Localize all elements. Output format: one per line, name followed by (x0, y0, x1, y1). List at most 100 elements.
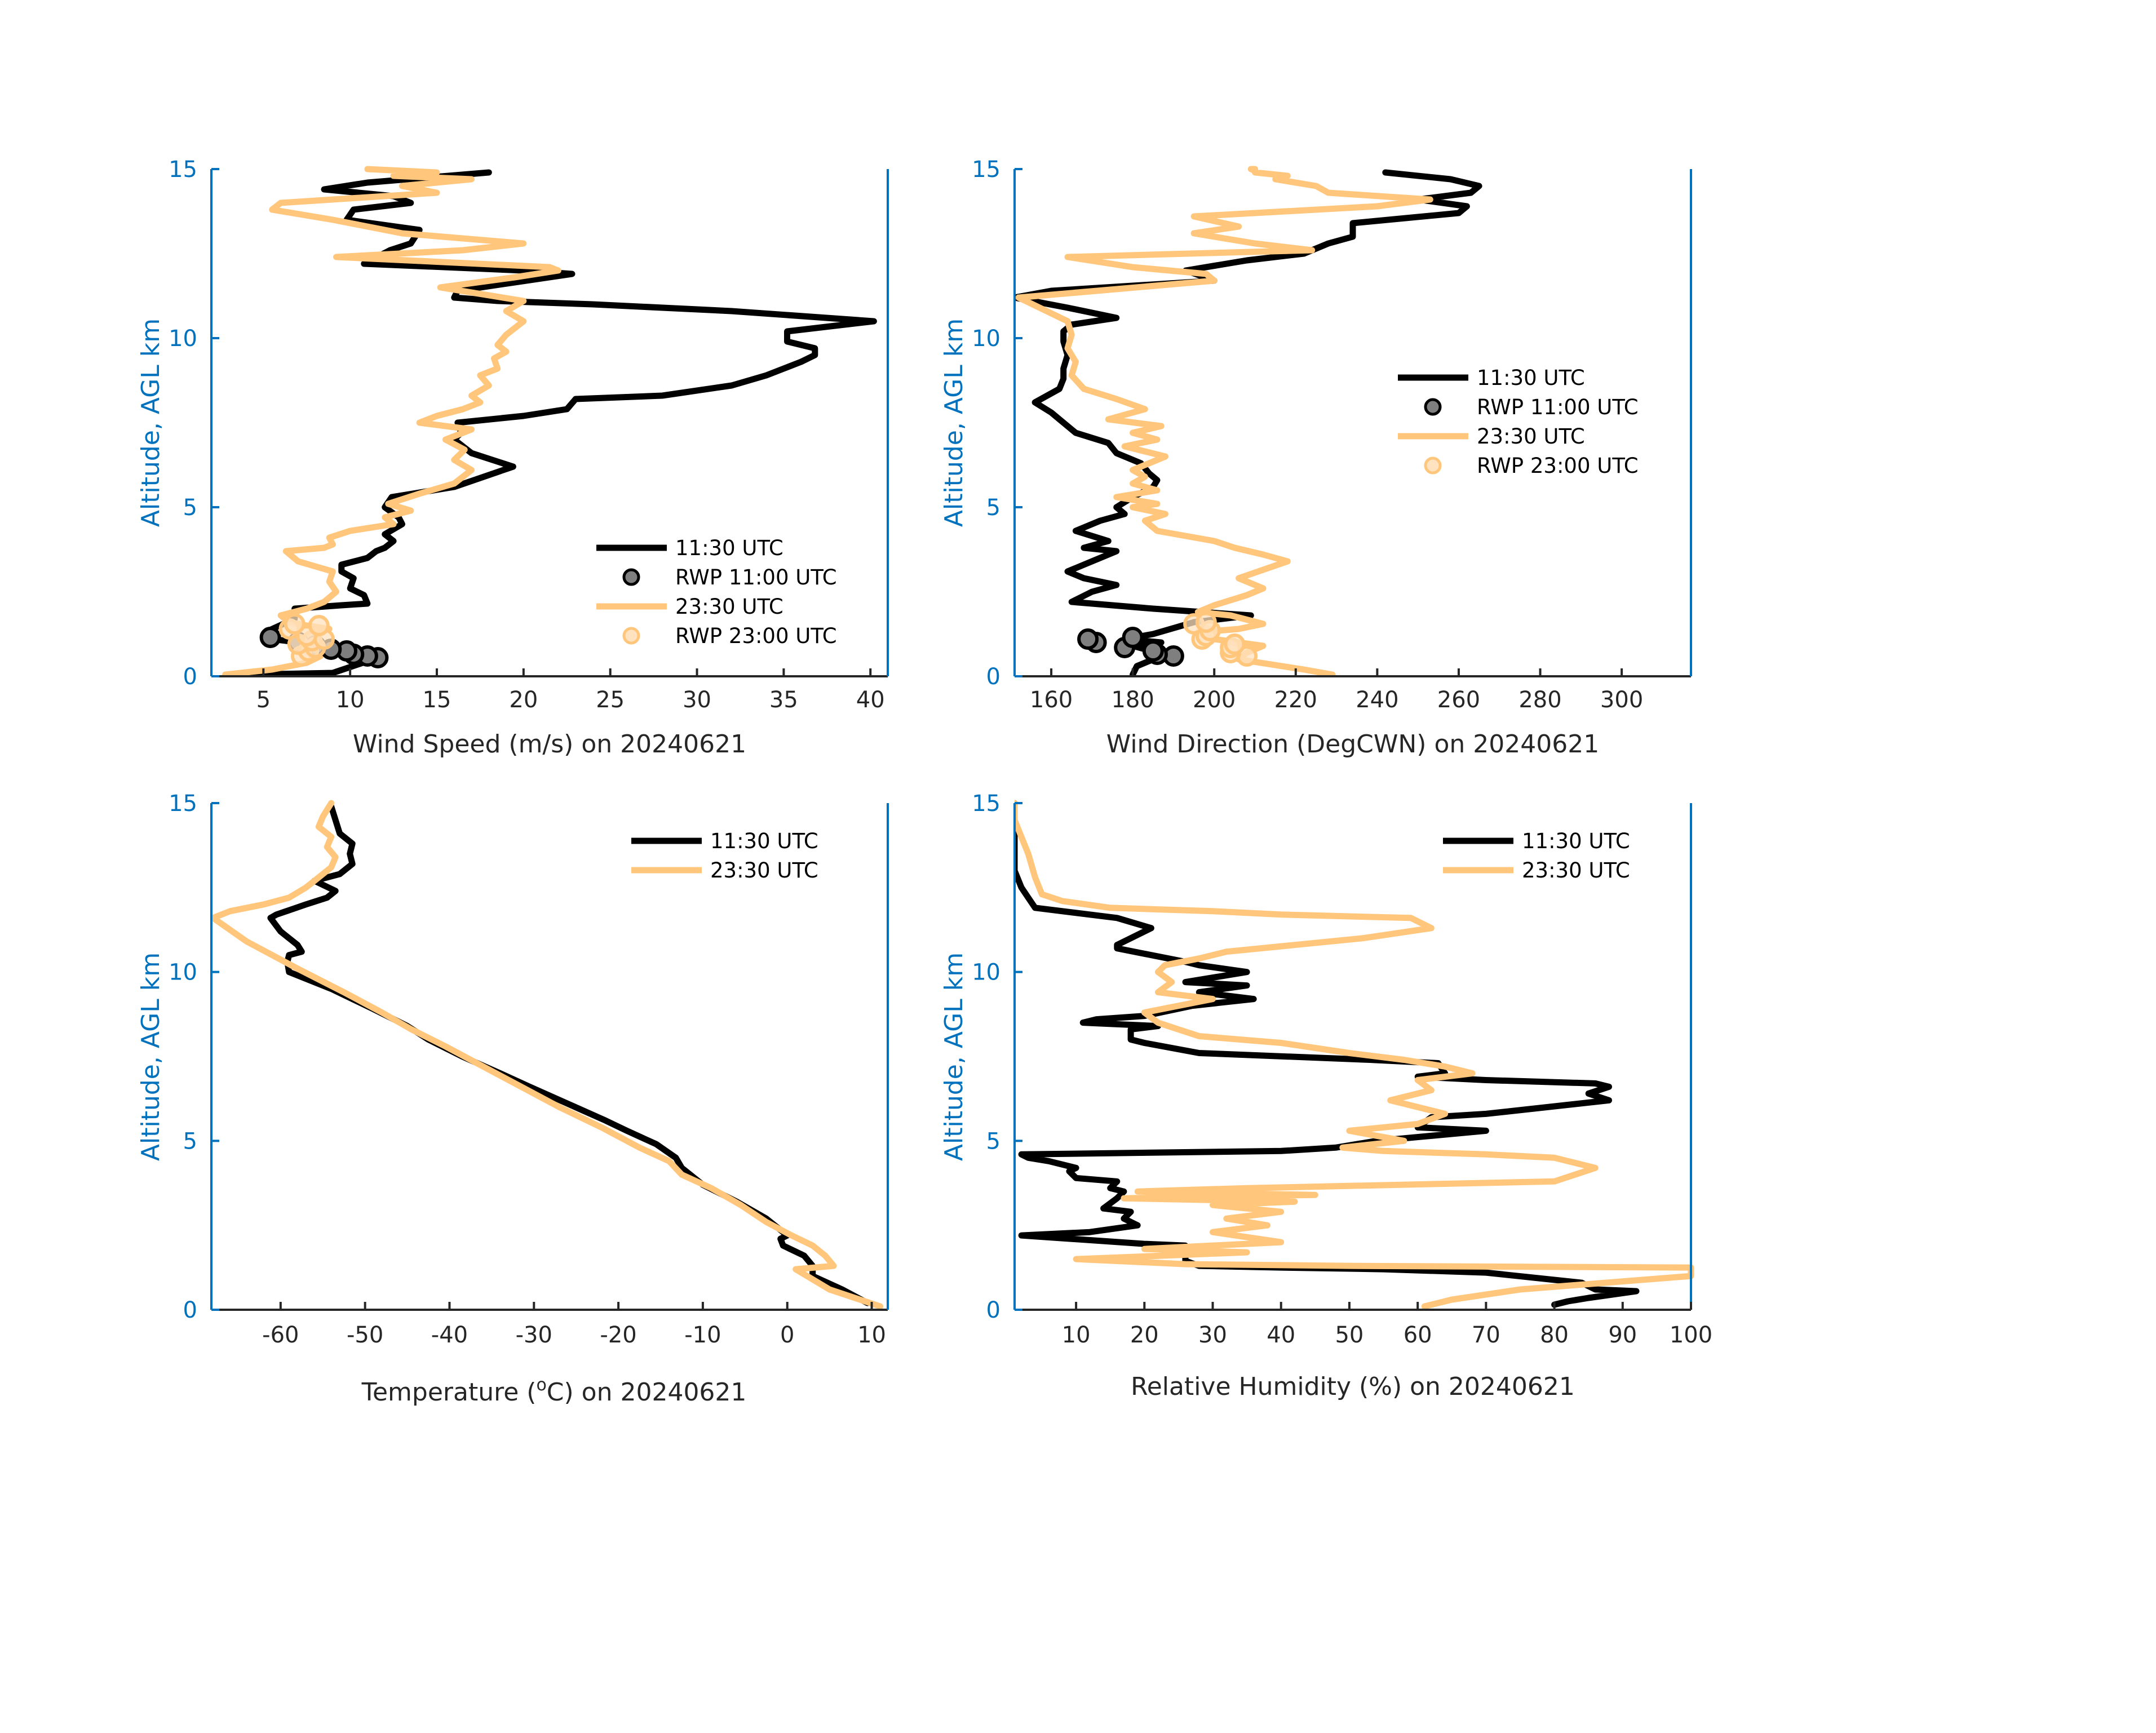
wind-direction-series-11-30-utc (1015, 169, 1482, 676)
relative-humidity-series-23-30-utc (1015, 800, 1694, 1310)
relative-humidity-panel: Relative Humidity (%) on 20240621 Altitu… (940, 791, 1712, 1401)
wind-direction-x-tick-label: 200 (1193, 687, 1236, 713)
relative-humidity-x-tick-label: 40 (1267, 1322, 1295, 1348)
wind-direction-rwp-point (1224, 633, 1246, 655)
wind-direction-x-tick-label: 160 (1030, 687, 1073, 713)
wind-direction-x-tick-label: 280 (1519, 687, 1561, 713)
relative-humidity-x-tick-label: 80 (1540, 1322, 1569, 1348)
wind-direction-xlabel: Wind Direction (DegCWN) on 20240621 (1106, 730, 1599, 759)
wind-speed-x-tick-label: 35 (769, 687, 798, 713)
wind-direction-x-tick-label: 260 (1437, 687, 1480, 713)
temperature-x-tick-label: -20 (600, 1322, 636, 1348)
relative-humidity-x-tick-label: 90 (1608, 1322, 1637, 1348)
wind-direction-ylabel: Altitude, AGL km (940, 318, 968, 527)
wind-speed-y-tick-label: 0 (183, 664, 197, 690)
wind-speed-x-tick-label: 5 (256, 687, 271, 713)
wind-speed-xlabel: Wind Speed (m/s) on 20240621 (353, 730, 746, 759)
wind-speed-x-tick-label: 20 (509, 687, 538, 713)
legend-marker-rwp-1100 (622, 568, 640, 586)
relative-humidity-ylabel: Altitude, AGL km (940, 952, 968, 1161)
temperature-x-tick-label: -30 (516, 1322, 552, 1348)
legend-label: 11:30 UTC (1477, 366, 1585, 390)
temperature-y-tick-label: 5 (183, 1128, 197, 1154)
wind-speed-y-tick-label: 5 (183, 495, 197, 521)
legend-label: 11:30 UTC (1522, 829, 1630, 853)
relative-humidity-x-tick-label: 10 (1062, 1322, 1091, 1348)
legend-label: 11:30 UTC (710, 829, 818, 853)
relative-humidity-x-tick-label: 20 (1130, 1322, 1159, 1348)
wind-direction-x-tick-label: 220 (1274, 687, 1317, 713)
wind-speed-plot-area (222, 166, 877, 676)
wind-direction-rwp-point (1122, 627, 1144, 648)
temperature-xlabel-superscript: o (536, 1375, 546, 1395)
wind-speed-x-tick-label: 10 (336, 687, 365, 713)
legend-label: 23:30 UTC (1522, 858, 1630, 883)
relative-humidity-x-tick-label: 60 (1404, 1322, 1432, 1348)
temperature-x-tick-label: -50 (347, 1322, 383, 1348)
legend-label: RWP 11:00 UTC (1477, 395, 1639, 419)
relative-humidity-y-tick-label: 15 (972, 791, 1000, 817)
legend-marker-rwp-2300 (622, 627, 640, 645)
wind-speed-rwp-point (308, 615, 330, 636)
wind-speed-y-tick-label: 10 (169, 326, 197, 352)
temperature-xlabel: Temperature (oC) on 20240621 (361, 1375, 747, 1407)
wind-direction-rwp-point (1142, 640, 1164, 662)
wind-direction-y-tick-label: 0 (986, 664, 1000, 690)
temperature-plot-area (211, 800, 883, 1310)
relative-humidity-series-11-30-utc (1015, 800, 1640, 1308)
legend-marker-rwp-1100 (1424, 398, 1442, 416)
wind-speed-y-tick-label: 15 (169, 157, 197, 183)
wind-speed-x-tick-label: 40 (856, 687, 885, 713)
temperature-y-tick-label: 0 (183, 1297, 197, 1323)
wind-direction-y-tick-label: 5 (986, 495, 1000, 521)
relative-humidity-x-tick-label: 50 (1335, 1322, 1363, 1348)
legend-label: RWP 23:00 UTC (1477, 454, 1639, 478)
temperature-xlabel-part-2: C) on 20240621 (547, 1378, 747, 1407)
wind-direction-y-tick-label: 15 (972, 157, 1000, 183)
relative-humidity-plot-area (1015, 800, 1694, 1310)
temperature-legend: 11:30 UTC 23:30 UTC (631, 829, 818, 883)
temperature-y-tick-label: 15 (169, 791, 197, 817)
wind-speed-x-tick-label: 30 (683, 687, 711, 713)
wind-direction-x-tick-label: 240 (1356, 687, 1398, 713)
temperature-x-tick-label: -60 (262, 1322, 299, 1348)
temperature-x-tick-label: -40 (431, 1322, 468, 1348)
temperature-x-tick-label: 0 (780, 1322, 794, 1348)
legend-marker-rwp-2300 (1424, 456, 1442, 475)
temperature-ylabel: Altitude, AGL km (136, 952, 165, 1161)
wind-speed-rwp-point (259, 627, 281, 648)
wind-direction-panel: Wind Direction (DegCWN) on 20240621 Alti… (940, 157, 1692, 759)
legend-label: 23:30 UTC (710, 858, 818, 883)
relative-humidity-y-tick-label: 10 (972, 960, 1000, 986)
temperature-x-tick-label: -10 (684, 1322, 721, 1348)
wind-direction-plot-area (1015, 166, 1482, 676)
relative-humidity-x-tick-label: 100 (1670, 1322, 1712, 1348)
wind-speed-x-tick-label: 25 (596, 687, 625, 713)
wind-direction-x-tick-label: 300 (1600, 687, 1643, 713)
wind-direction-rwp-point (1195, 611, 1217, 633)
relative-humidity-legend: 11:30 UTC 23:30 UTC (1443, 829, 1630, 883)
temperature-x-tick-label: 10 (857, 1322, 886, 1348)
temperature-y-tick-label: 10 (169, 960, 197, 986)
temperature-panel: Temperature (oC) on 20240621 Altitude, A… (136, 791, 889, 1407)
wind-speed-ylabel: Altitude, AGL km (136, 318, 165, 527)
wind-speed-x-tick-label: 15 (423, 687, 451, 713)
temperature-xlabel-part-1: Temperature ( (361, 1378, 537, 1407)
wind-speed-series-23-30-utc (222, 166, 561, 676)
relative-humidity-x-tick-label: 70 (1472, 1322, 1500, 1348)
relative-humidity-y-tick-label: 0 (986, 1297, 1000, 1323)
wind-speed-panel: Wind Speed (m/s) on 20240621 Altitude, A… (136, 157, 889, 759)
wind-speed-legend: 11:30 UTC RWP 11:00 UTC 23:30 UTC RWP 23:00… (596, 536, 837, 648)
relative-humidity-xlabel: Relative Humidity (%) on 20240621 (1131, 1372, 1575, 1401)
legend-label: 23:30 UTC (1477, 424, 1585, 449)
relative-humidity-y-tick-label: 5 (986, 1128, 1000, 1154)
wind-speed-rwp-point (284, 613, 306, 635)
relative-humidity-x-tick-label: 30 (1198, 1322, 1227, 1348)
temperature-series-23-30-utc (211, 800, 883, 1310)
wind-direction-rwp-point (1077, 628, 1099, 650)
legend-label: 11:30 UTC (675, 536, 783, 560)
legend-label: 23:30 UTC (675, 595, 783, 619)
wind-direction-x-tick-label: 180 (1111, 687, 1154, 713)
wind-direction-legend: 11:30 UTC RWP 11:00 UTC 23:30 UTC RWP 23:00… (1398, 366, 1639, 478)
